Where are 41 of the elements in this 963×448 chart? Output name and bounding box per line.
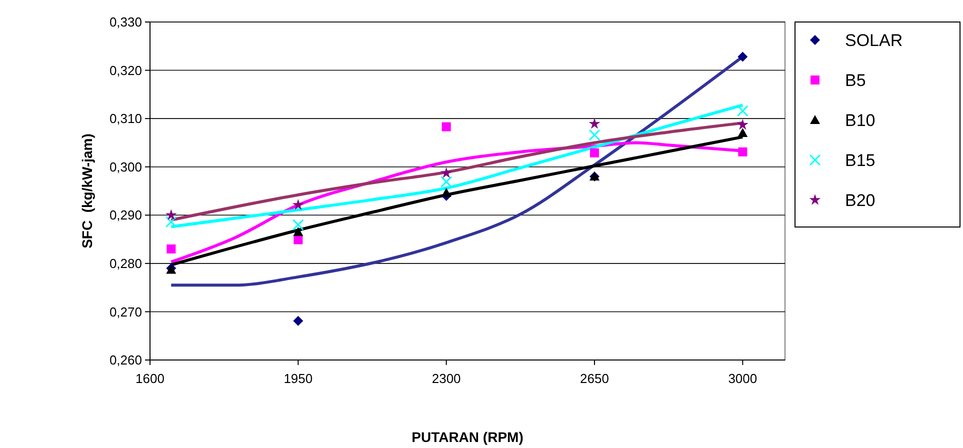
y-tick-label: 0,260	[109, 352, 142, 368]
point	[738, 52, 748, 62]
x-tick-label: 2300	[432, 371, 461, 386]
point	[293, 316, 304, 326]
point	[441, 188, 452, 197]
x-tick-label: 2650	[580, 371, 609, 386]
legend-label: B10	[845, 110, 876, 130]
point	[292, 219, 304, 231]
point	[736, 118, 748, 130]
point	[738, 128, 748, 138]
point	[165, 209, 177, 220]
legend-label: B5	[845, 70, 866, 90]
point	[294, 235, 303, 244]
point	[588, 129, 600, 141]
point	[442, 122, 451, 132]
legend-label: B15	[845, 150, 876, 170]
point	[166, 244, 176, 254]
y-tick-label: 0,320	[109, 62, 142, 78]
point	[293, 227, 304, 236]
legend-label: SOLAR	[845, 30, 903, 50]
y-tick-label: 0,280	[109, 256, 142, 271]
line-series	[170, 104, 744, 228]
legend-label: B20	[845, 190, 876, 210]
point	[440, 167, 452, 178]
y-tick-label: 0,270	[109, 304, 142, 320]
y-tick-label: 0,330	[109, 14, 142, 30]
point	[738, 147, 748, 156]
y-axis-title: SFC (kg/kW-jam)	[79, 134, 95, 248]
x-tick-label: 3000	[728, 371, 758, 386]
y-tick-label: 0,290	[109, 208, 142, 223]
point	[590, 148, 599, 158]
point	[588, 118, 600, 129]
x-axis-title: PUTARAN (RPM)	[412, 429, 524, 445]
x-tick-label: 1600	[136, 371, 164, 386]
point	[292, 199, 304, 210]
y-tick-label: 0,300	[109, 159, 142, 174]
point	[440, 176, 452, 188]
point	[165, 216, 177, 228]
point	[736, 105, 748, 117]
y-tick-label: 0,310	[109, 111, 142, 126]
x-tick-label: 1950	[284, 371, 313, 386]
